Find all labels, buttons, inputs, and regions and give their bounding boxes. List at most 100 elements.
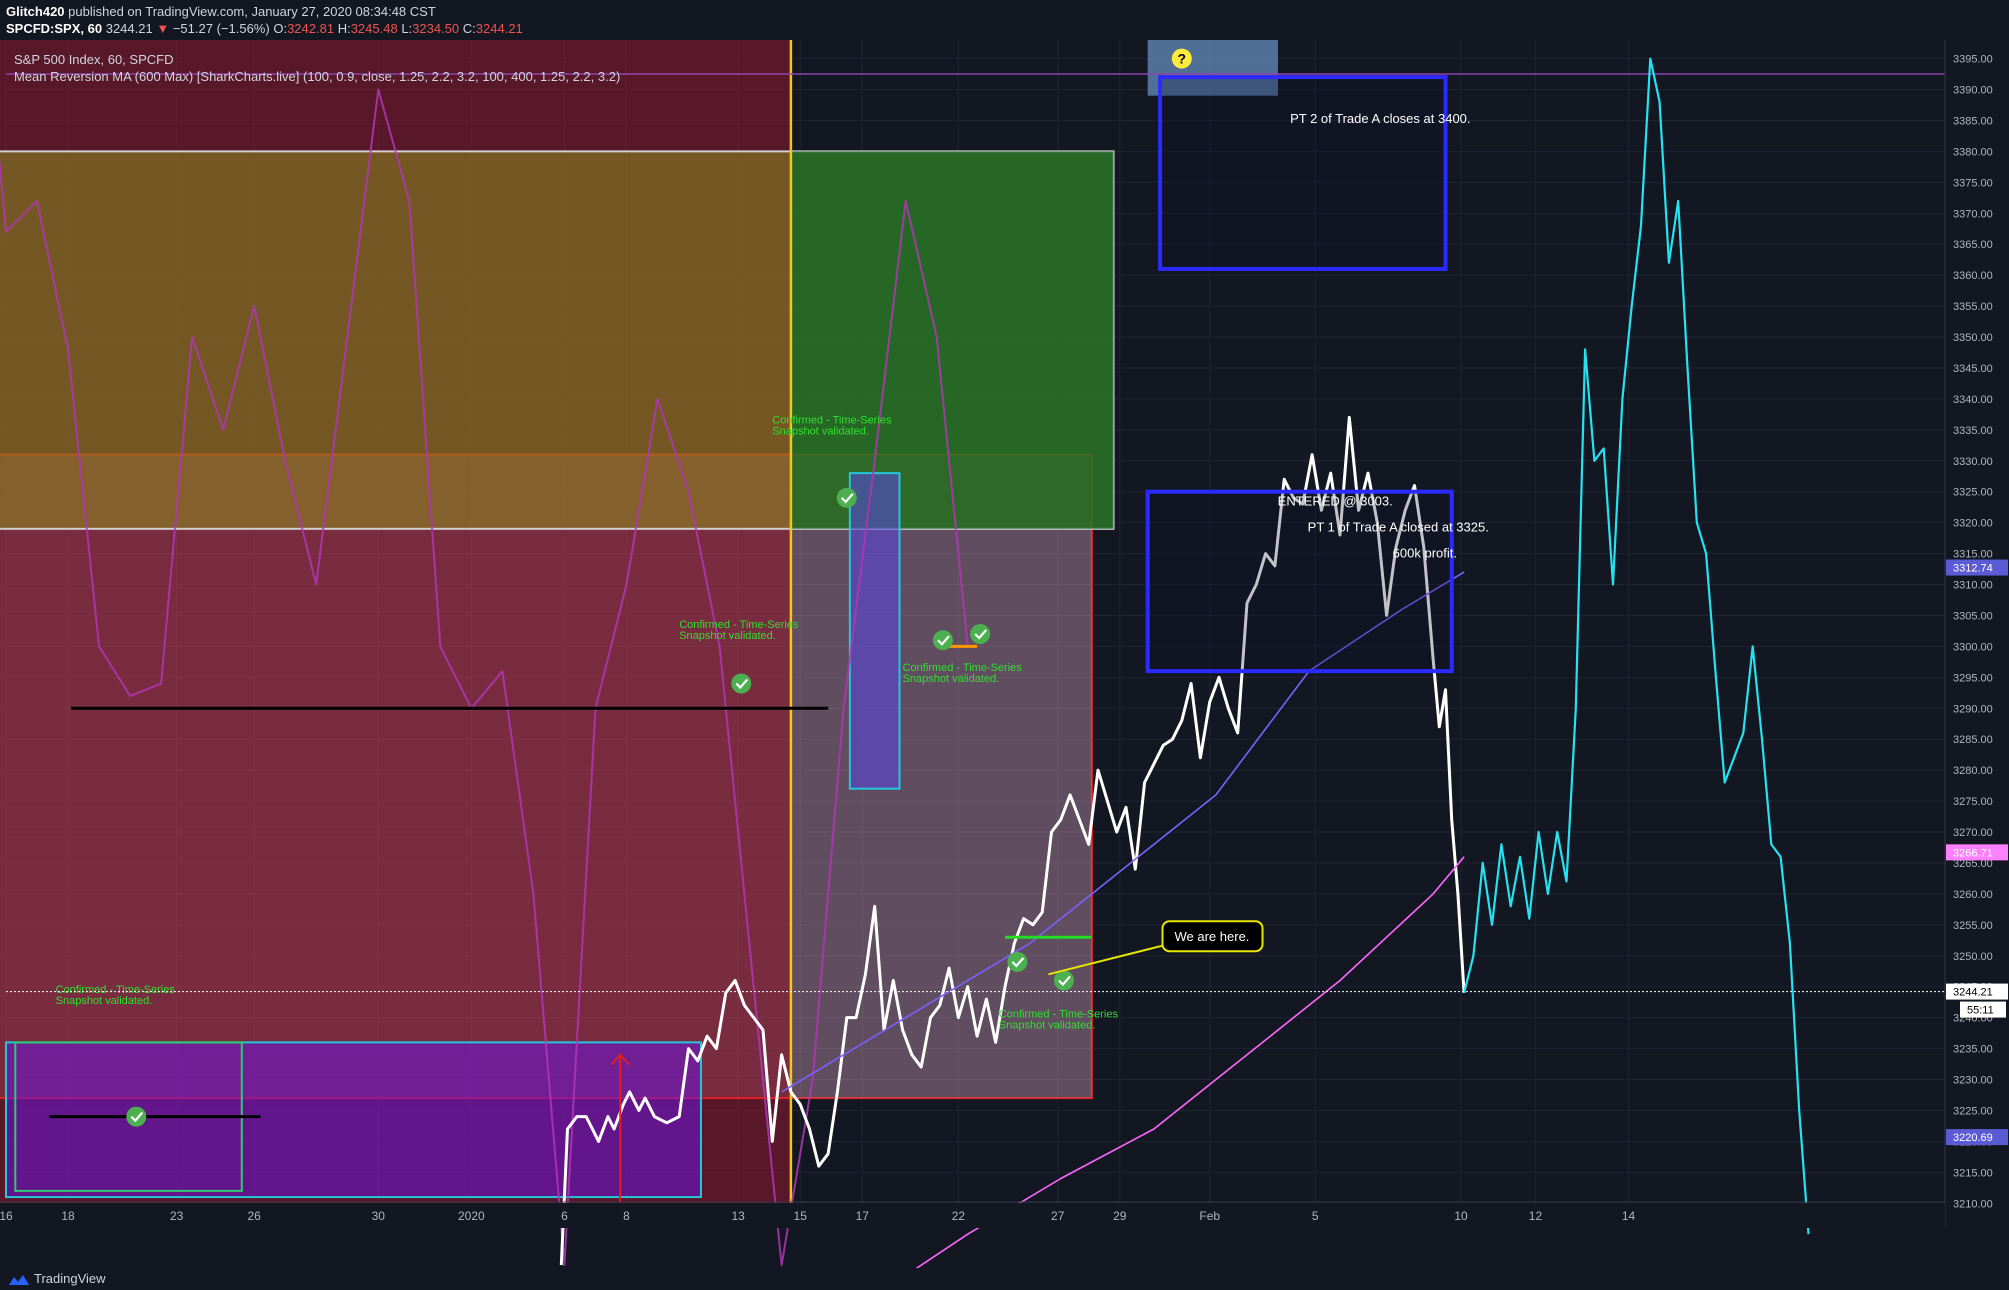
tradingview-logo-icon [9, 1274, 29, 1285]
y-tick-label: 3300.00 [1953, 641, 1993, 653]
symbol-label[interactable]: SPCFD:SPX, 60 [6, 21, 103, 36]
trade-box [1158, 75, 1448, 271]
zone-box [790, 151, 1114, 529]
price-axis-bg [1945, 40, 2009, 1228]
ohlc-line: SPCFD:SPX, 60 3244.21 ▼ −51.27 (−1.56%) … [6, 21, 523, 36]
publish-info: Glitch420 published on TradingView.com, … [6, 4, 436, 19]
y-tick-label: 3375.00 [1953, 177, 1993, 189]
checkmark-icon [1007, 951, 1028, 972]
checkmark-icon [836, 487, 857, 508]
y-tick-label: 3370.00 [1953, 208, 1993, 220]
trade-note-text: PT 2 of Trade A closes at 3400. [1290, 111, 1470, 126]
series-title[interactable]: S&P 500 Index, 60, SPCFD [14, 52, 173, 67]
checkmark-icon [1053, 970, 1074, 991]
checkmark-icon [126, 1106, 147, 1127]
y-tick-label: 3390.00 [1953, 85, 1993, 97]
x-tick-label: 15 [794, 1209, 808, 1223]
publisher-name[interactable]: Glitch420 [6, 4, 65, 19]
y-tick-label: 3350.00 [1953, 332, 1993, 344]
x-tick-label: 17 [856, 1209, 870, 1223]
x-tick-label: 8 [623, 1209, 630, 1223]
callout-pointer [1048, 942, 1173, 976]
y-tick-label: 3250.00 [1953, 951, 1993, 963]
confirmation-label: Snapshot validated. [903, 673, 1000, 685]
brand-label: TradingView [34, 1271, 106, 1286]
checkmark-icon [970, 624, 991, 644]
price-axis: 3210.003215.003220.003225.003230.003235.… [6, 40, 2009, 1228]
checkmark-icon [731, 673, 752, 694]
y-tick-label: 3360.00 [1953, 270, 1993, 282]
question-mark-text: ? [1178, 51, 1187, 67]
confirmation-label: Snapshot validated. [999, 1020, 1096, 1032]
confirmation-label: Snapshot validated. [56, 995, 153, 1007]
checkmark-tick-icon [840, 493, 854, 504]
low-value: 3234.50 [412, 21, 460, 36]
trade-box [1145, 489, 1454, 674]
y-tick-label: 3275.00 [1953, 796, 1993, 808]
x-tick-label: 18 [61, 1209, 75, 1223]
confirmation-label: Snapshot validated. [772, 426, 869, 438]
chart-footer: TradingView [0, 1268, 2009, 1290]
x-tick-label: 16 [0, 1209, 13, 1223]
close-label: C: [462, 21, 476, 36]
time-axis-bg [0, 1203, 1945, 1228]
x-tick-label: 2020 [458, 1209, 485, 1223]
checkmark-tick-icon [937, 635, 950, 646]
x-tick-label: Feb [1199, 1209, 1220, 1223]
published-text: published on TradingView.com, January 27… [68, 4, 436, 19]
trade-note-text: 600k profit. [1393, 546, 1457, 561]
y-tick-label: 3395.00 [1953, 54, 1993, 66]
confirmation-label: Snapshot validated. [679, 630, 776, 642]
y-tick-label: 3270.00 [1953, 827, 1993, 839]
y-tick-label: 3215.00 [1953, 1167, 1993, 1179]
price-tag [1946, 983, 2008, 1000]
x-tick-label: 23 [170, 1209, 184, 1223]
x-tick-label: 22 [952, 1209, 966, 1223]
price-tag [1946, 1129, 2008, 1146]
checkmark-tick-icon [130, 1111, 144, 1123]
close-value: 3244.21 [475, 21, 523, 36]
price-tag [1946, 559, 2008, 576]
annotation-layer: PT 2 of Trade A closes at 3400. ENTERED @… [49, 48, 1489, 1228]
confirmation-label: Confirmed - Time-Series [999, 1009, 1119, 1021]
y-tick-label: 3235.00 [1953, 1044, 1993, 1056]
price-tag-text: 3220.69 [1953, 1132, 1993, 1144]
x-tick-label: 13 [731, 1209, 745, 1223]
y-tick-label: 3340.00 [1953, 394, 1993, 406]
series-line-s-p-500-index [559, 415, 1466, 1266]
confirmation-label: Confirmed - Time-Series [772, 415, 892, 427]
confirmation-label: Confirmed - Time-Series [56, 984, 176, 996]
open-value: 3242.81 [287, 21, 335, 36]
price-tag-text: 3312.74 [1953, 563, 1993, 575]
series-line-ma-violet [781, 571, 1465, 1093]
trade-note-text: PT 1 of Trade A closed at 3325. [1308, 520, 1489, 535]
trade-note-text: ENTERED @ 3003. [1278, 494, 1393, 509]
y-tick-label: 3365.00 [1953, 239, 1993, 251]
indicator-title[interactable]: Mean Reversion MA (600 Max) [SharkCharts… [14, 69, 620, 84]
series-line-projection [1463, 57, 1810, 1235]
countdown-text: 55:11 [1967, 1005, 1994, 1017]
up-arrow-head-icon [610, 1053, 631, 1066]
y-tick-label: 3330.00 [1953, 456, 1993, 468]
callout-box [1161, 920, 1264, 953]
zone-box [5, 1041, 702, 1199]
y-tick-label: 3280.00 [1953, 765, 1993, 777]
time-axis: 16 18 23 26 30 2020 6 8 13 15 17 22 27 29 Feb 5 10 12 14 [0, 1201, 1945, 1228]
countdown-tag [1960, 1001, 2006, 1018]
down-arrow-icon: ▼ [156, 21, 170, 36]
y-tick-label: 3345.00 [1953, 363, 1993, 375]
price-tag [1946, 844, 2008, 861]
y-tick-label: 3325.00 [1953, 487, 1993, 499]
checkmark-tick-icon [974, 629, 987, 640]
x-tick-label: 10 [1454, 1209, 1468, 1223]
y-tick-label: 3385.00 [1953, 115, 1993, 127]
price-chart[interactable]: PT 2 of Trade A closes at 3400. ENTERED @… [0, 40, 2009, 1268]
tradingview-brand[interactable]: TradingView [8, 1271, 106, 1286]
zone-box [0, 453, 1093, 1100]
checkmark-tick-icon [735, 678, 749, 690]
low-label: L: [401, 21, 413, 36]
checkmark-tick-icon [1011, 957, 1025, 968]
x-tick-label: 5 [1312, 1209, 1319, 1223]
y-tick-label: 3380.00 [1953, 146, 1993, 158]
y-tick-label: 3310.00 [1953, 580, 1993, 592]
